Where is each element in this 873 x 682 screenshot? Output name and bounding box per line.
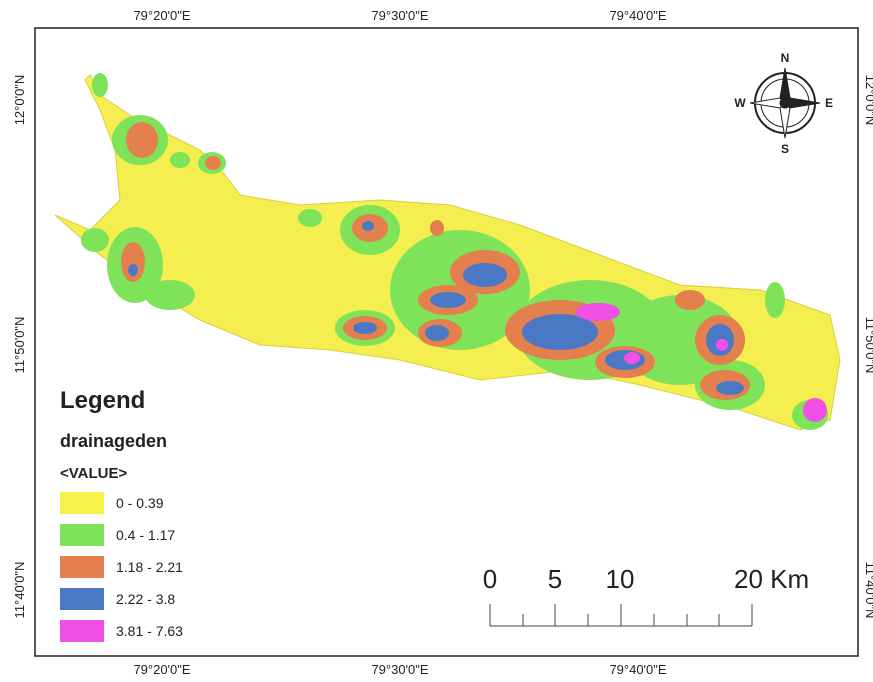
legend-swatch	[60, 492, 104, 514]
legend-title: Legend	[60, 387, 145, 414]
top-coord-label: 79°20'0"E	[133, 8, 190, 23]
left-coord-label: 12°0'0"N	[12, 75, 27, 126]
right-coord-label: 11°50'0"N	[863, 317, 873, 374]
scale-label: 0	[483, 564, 497, 594]
legend-label: 1.18 - 2.21	[116, 559, 183, 575]
legend-label: 0.4 - 1.17	[116, 527, 175, 543]
legend-label: 0 - 0.39	[116, 495, 164, 511]
top-coord-label: 79°30'0"E	[371, 8, 428, 23]
legend-swatch	[60, 556, 104, 578]
right-coord-label: 11°40'0"N	[863, 562, 873, 619]
east-label: E	[825, 96, 833, 110]
legend-label: 3.81 - 7.63	[116, 623, 183, 639]
bottom-coord-label: 79°30'0"E	[371, 662, 428, 677]
scale-label: 10	[606, 564, 635, 594]
south-label: S	[781, 142, 789, 156]
top-coord-label: 79°40'0"E	[609, 8, 666, 23]
legend-swatch	[60, 588, 104, 610]
scale-label: 20 Km	[734, 564, 809, 594]
bottom-coord-label: 79°20'0"E	[133, 662, 190, 677]
legend-layer: drainageden	[60, 431, 167, 451]
right-coord-label: 12°0'0"N	[863, 75, 873, 126]
legend-swatch	[60, 524, 104, 546]
north-label: N	[781, 51, 790, 65]
legend-field: <VALUE>	[60, 465, 127, 482]
left-coord-label: 11°50'0"N	[12, 317, 27, 374]
map-page: N S E W Legend drainageden <VALUE> 0 - 0…	[0, 0, 873, 682]
scale-label: 5	[548, 564, 562, 594]
bottom-coord-label: 79°40'0"E	[609, 662, 666, 677]
legend-label: 2.22 - 3.8	[116, 591, 175, 607]
legend-swatch	[60, 620, 104, 642]
left-coord-label: 11°40'0"N	[12, 562, 27, 619]
west-label: W	[734, 96, 746, 110]
